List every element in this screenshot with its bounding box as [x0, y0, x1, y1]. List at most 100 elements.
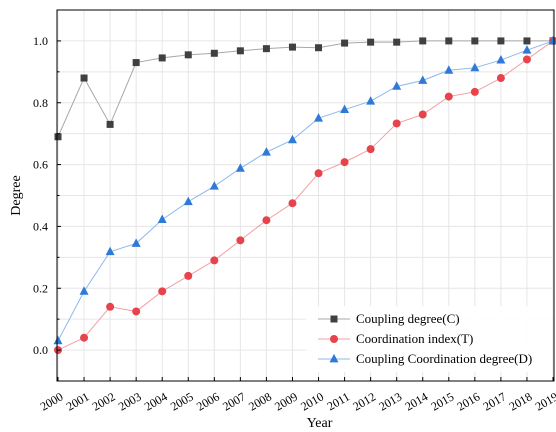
- x-tick-label: 2015: [429, 389, 457, 413]
- legend: Coupling degree(C) Coordination index(T)…: [306, 306, 552, 372]
- data-point-1: [184, 271, 193, 280]
- data-point-1: [522, 55, 531, 64]
- x-tick-label: 2013: [376, 389, 404, 413]
- legend-entry-coupling: Coupling degree(C): [356, 311, 460, 326]
- data-point-2: [131, 238, 141, 247]
- x-tick-label: 2004: [142, 389, 170, 413]
- data-point-0: [445, 37, 453, 45]
- data-point-1: [236, 236, 245, 245]
- data-point-2: [183, 196, 193, 206]
- data-point-2: [235, 163, 245, 172]
- legend-entry-coupling-coordination: Coupling Coordination degree(D): [356, 351, 532, 366]
- data-point-2: [209, 181, 219, 190]
- legend-entry-coordination-index: Coordination index(T): [356, 331, 473, 346]
- data-point-1: [80, 333, 89, 342]
- x-tick-label: 2012: [350, 389, 378, 413]
- data-point-1: [158, 287, 167, 296]
- data-point-0: [315, 44, 323, 52]
- data-point-2: [261, 147, 271, 156]
- x-tick-label: 2002: [90, 389, 118, 413]
- data-point-0: [471, 37, 479, 45]
- data-point-1: [262, 216, 271, 225]
- data-point-0: [210, 49, 218, 57]
- data-point-1: [418, 110, 427, 119]
- data-point-2: [366, 96, 376, 105]
- x-tick-label: 2000: [38, 389, 66, 413]
- data-point-2: [470, 62, 480, 72]
- legend-label-coupling: Coupling degree(C): [356, 311, 460, 326]
- x-tick-label: 2008: [246, 389, 274, 413]
- data-point-1: [470, 87, 479, 96]
- data-point-2: [287, 134, 297, 144]
- x-tick-label: 2016: [455, 389, 483, 413]
- x-tick-label: 2005: [168, 389, 196, 413]
- x-tick-label: 2001: [64, 389, 92, 413]
- data-point-0: [80, 74, 88, 82]
- data-point-2: [418, 75, 428, 84]
- legend-label-coordination-index: Coordination index(T): [356, 331, 473, 346]
- x-tick-label: 2017: [481, 389, 509, 413]
- legend-label-coupling-coordination: Coupling Coordination degree(D): [356, 351, 532, 366]
- data-point-0: [262, 45, 270, 53]
- data-point-0: [497, 37, 505, 45]
- data-point-0: [419, 37, 427, 45]
- data-point-0: [106, 120, 114, 128]
- y-tick-label: 0.4: [33, 219, 48, 233]
- x-tick-label: 2003: [116, 389, 144, 413]
- data-point-1: [210, 256, 219, 265]
- x-axis-title: Year: [307, 416, 333, 431]
- y-tick-label: 0.0: [33, 343, 48, 357]
- data-point-1: [106, 302, 115, 311]
- data-point-2: [496, 54, 506, 64]
- data-point-2: [392, 81, 402, 90]
- data-point-0: [341, 39, 349, 47]
- data-point-2: [314, 113, 324, 122]
- data-point-2: [157, 214, 167, 224]
- data-point-0: [54, 133, 62, 141]
- x-tick-label: 2009: [272, 389, 300, 413]
- x-tick-label: 2007: [220, 389, 248, 413]
- data-point-0: [158, 54, 166, 62]
- x-tick-label: 2014: [402, 389, 430, 413]
- data-point-0: [523, 37, 531, 45]
- x-axis-ticks: 2000200120022003200420052006200720082009…: [38, 377, 556, 414]
- data-point-2: [340, 104, 350, 113]
- data-point-1: [444, 92, 453, 101]
- series-line-2: [57, 40, 554, 342]
- data-point-0: [236, 47, 244, 55]
- data-point-0: [288, 43, 296, 51]
- data-point-2: [105, 246, 115, 256]
- data-point-2: [444, 65, 454, 74]
- legend-marker-1: [330, 335, 338, 343]
- data-point-1: [132, 307, 141, 316]
- x-tick-label: 2018: [507, 389, 535, 413]
- series-line-0: [57, 40, 553, 137]
- data-point-1: [314, 169, 323, 178]
- series-markers: [53, 35, 556, 355]
- data-point-1: [392, 119, 401, 128]
- data-point-1: [288, 199, 297, 208]
- data-point-2: [53, 335, 63, 345]
- legend-marker-0: [330, 315, 338, 323]
- data-point-1: [496, 74, 505, 83]
- data-point-1: [366, 145, 375, 154]
- data-point-2: [522, 45, 532, 54]
- series-lines: [57, 40, 554, 351]
- x-tick-label: 2010: [298, 389, 326, 413]
- y-axis-ticks: 0.0 0.2 0.4 0.6 0.8 1.0: [33, 34, 61, 382]
- y-tick-label: 1.0: [33, 34, 48, 48]
- x-tick-label: 2011: [325, 389, 352, 413]
- data-point-1: [340, 158, 349, 167]
- y-axis-title: Degree: [9, 175, 24, 215]
- data-point-0: [184, 51, 192, 59]
- x-tick-label: 2006: [194, 389, 222, 413]
- data-point-0: [393, 38, 401, 46]
- data-point-0: [132, 59, 140, 67]
- y-tick-label: 0.6: [33, 158, 48, 172]
- data-point-2: [79, 286, 89, 295]
- data-point-0: [367, 38, 375, 46]
- y-tick-label: 0.8: [33, 96, 48, 110]
- legend-marker-2: [329, 353, 339, 363]
- x-tick-label: 2019: [533, 389, 556, 413]
